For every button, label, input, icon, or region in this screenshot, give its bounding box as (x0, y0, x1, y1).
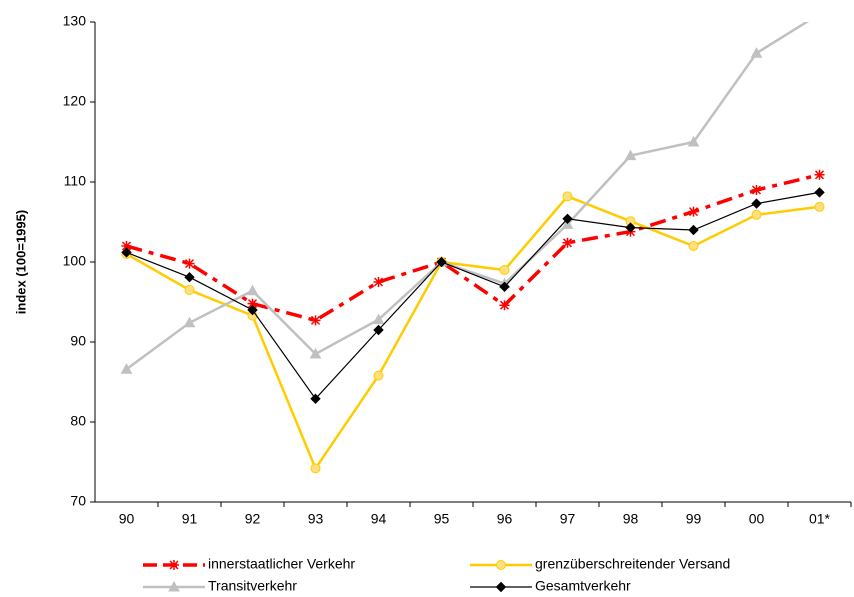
x-tick-label: 93 (308, 511, 324, 527)
data-point (310, 315, 321, 326)
data-point (751, 209, 762, 220)
data-point (436, 256, 447, 268)
data-point (625, 222, 636, 233)
legend-label: innerstaatlicher Verkehr (208, 556, 355, 572)
data-point (687, 135, 700, 147)
y-tick-label: 110 (64, 173, 87, 189)
data-point (120, 363, 133, 374)
legend-marker (496, 560, 506, 570)
legend-label: Gesamtverkehr (535, 578, 631, 594)
x-tick-label: 92 (245, 511, 261, 527)
plot-area (120, 9, 825, 474)
data-point (310, 393, 321, 405)
data-point (373, 324, 384, 336)
series-line (126, 191, 820, 400)
x-tick-label: 95 (434, 511, 450, 527)
data-point (183, 316, 196, 328)
data-point (373, 370, 384, 381)
y-tick-label: 80 (70, 413, 86, 429)
data-point (688, 206, 699, 217)
data-point (499, 281, 510, 293)
x-tick-label: 98 (623, 511, 639, 527)
data-point (184, 271, 195, 283)
series-line (125, 194, 820, 472)
data-point (562, 213, 573, 225)
x-tick-label: 01* (809, 511, 831, 527)
x-tick-label: 99 (686, 511, 702, 527)
x-tick-label: 94 (371, 511, 387, 527)
data-point (121, 241, 132, 251)
data-point (247, 298, 258, 309)
data-point (499, 300, 510, 311)
x-tick-label: 96 (497, 511, 513, 527)
data-point (309, 347, 322, 359)
data-point (310, 463, 321, 474)
data-point (624, 149, 637, 161)
x-tick-label: 90 (119, 511, 135, 527)
data-point (372, 313, 385, 325)
legend-label: grenzüberschreitender Versand (535, 556, 730, 572)
data-point (814, 201, 825, 212)
y-tick-label: 120 (63, 93, 87, 109)
data-point (246, 284, 259, 296)
y-tick-label: 90 (70, 333, 86, 349)
data-point (121, 247, 132, 258)
x-tick-label: 91 (182, 511, 198, 527)
data-point (184, 258, 195, 269)
y-tick-label: 130 (63, 13, 87, 29)
data-point (373, 277, 384, 287)
x-tick-label: 97 (560, 511, 576, 527)
data-point (247, 304, 258, 316)
data-point (688, 224, 699, 236)
legend-label: Transitverkehr (208, 578, 297, 594)
legend-marker (495, 581, 507, 593)
y-tick-label: 100 (63, 253, 87, 269)
x-tick-label: 00 (749, 511, 765, 527)
data-point (814, 187, 825, 198)
data-point (814, 169, 825, 180)
data-point (562, 237, 573, 248)
series-line (125, 22, 810, 371)
data-point (815, 9, 825, 18)
y-tick-label: 70 (70, 493, 86, 509)
data-point (750, 47, 763, 58)
data-point (184, 285, 195, 295)
data-point (751, 198, 762, 209)
y-axis-label: index (100=1995) (13, 210, 28, 314)
legend-marker (169, 560, 179, 570)
legend-marker (168, 580, 180, 592)
data-point (562, 191, 573, 202)
data-point (688, 241, 699, 251)
data-point (499, 265, 510, 275)
data-point (751, 185, 762, 195)
